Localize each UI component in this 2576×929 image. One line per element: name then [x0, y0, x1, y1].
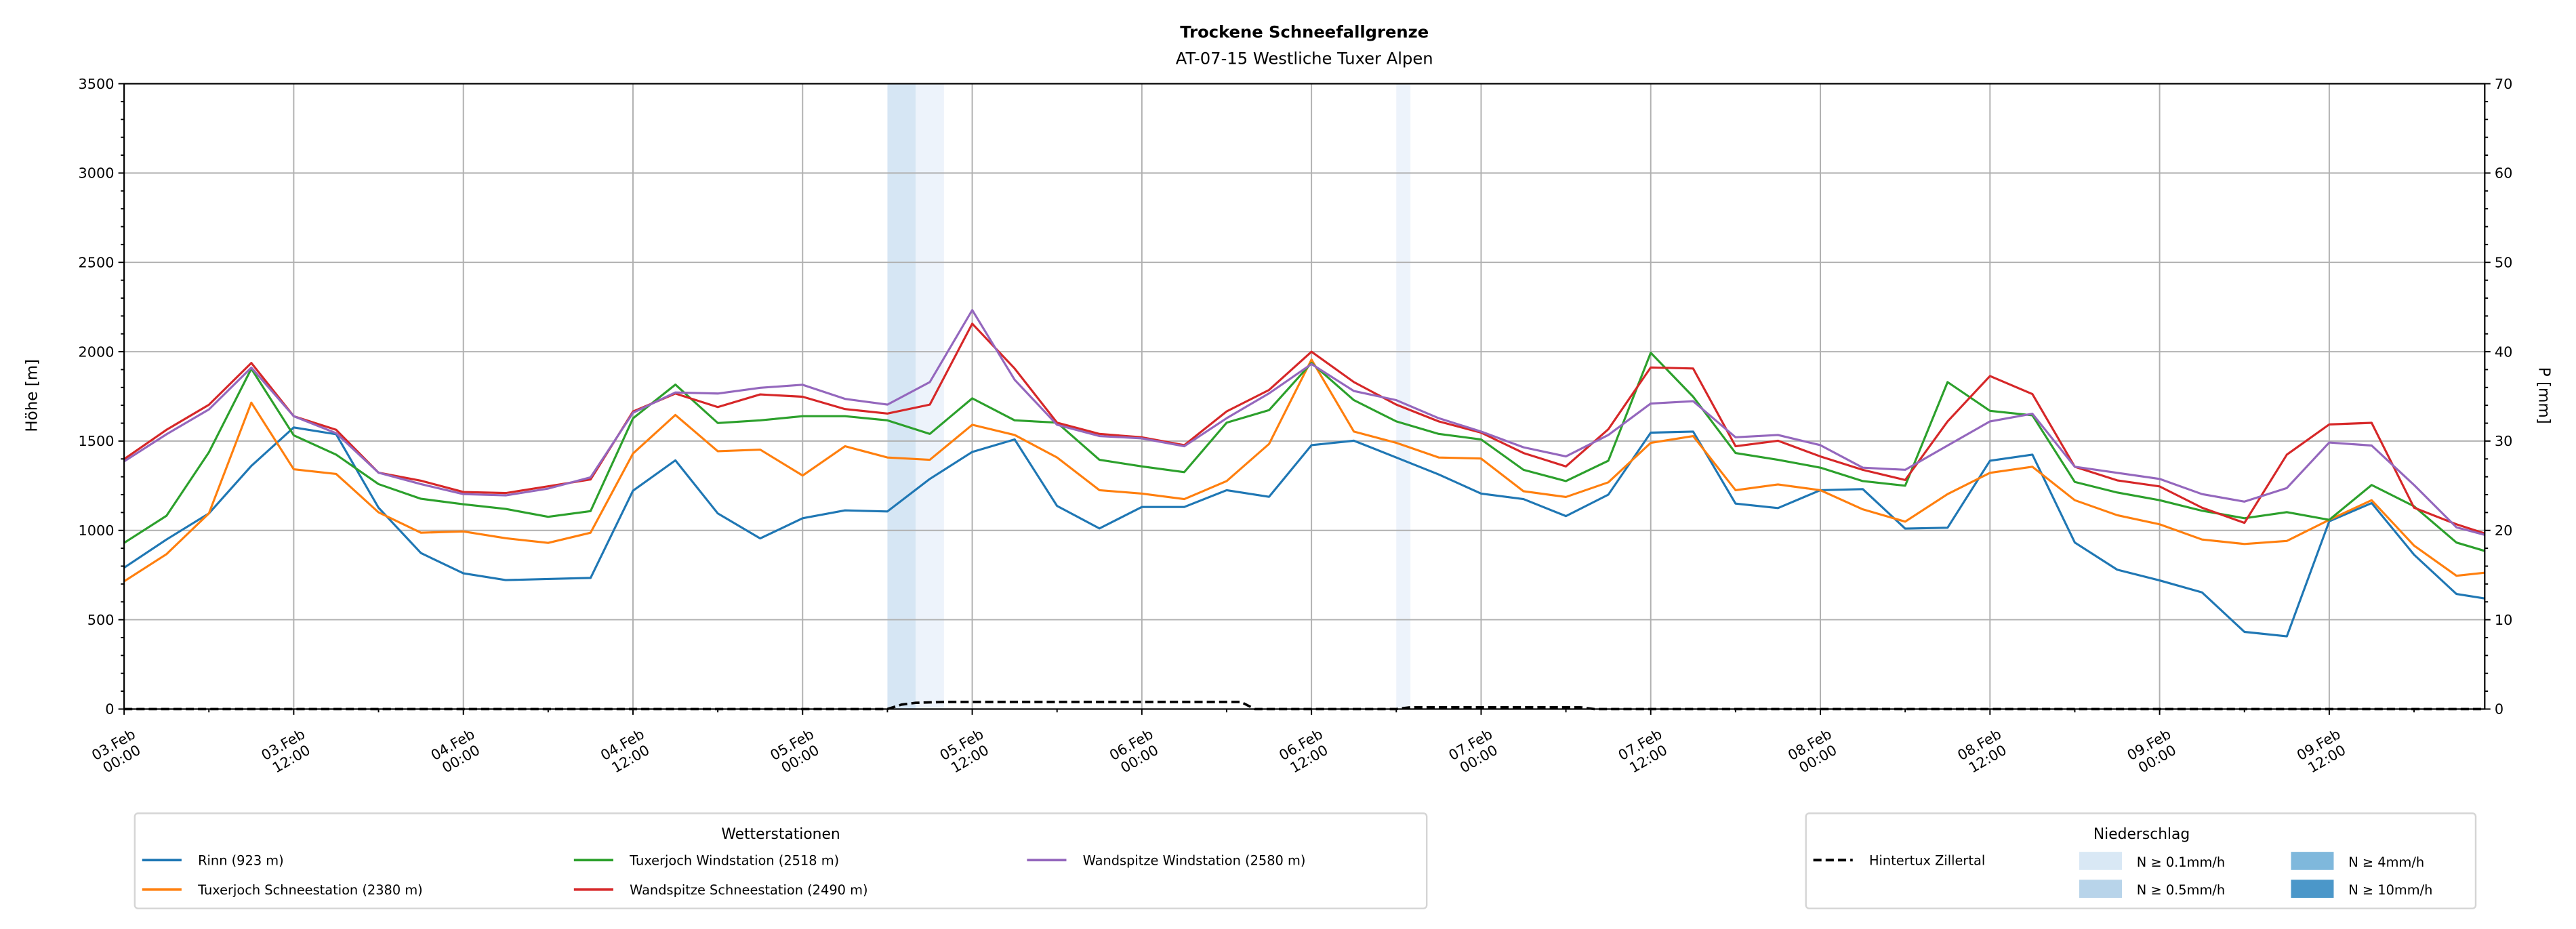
legend-stations-frame	[134, 812, 1428, 909]
y-right-tick-label: 50	[2495, 254, 2513, 270]
y-tick-label: 2000	[79, 344, 115, 360]
precip-series-line	[124, 701, 2485, 711]
series-line-3	[123, 323, 2485, 535]
series-line-1	[123, 358, 2485, 583]
legend-precip-level-label: N ≥ 0.1mm/h	[2137, 854, 2225, 870]
y-right-tick-label: 10	[2495, 612, 2513, 628]
legend-stations-title: Wetterstationen	[721, 826, 840, 843]
y-right-tick-label: 40	[2495, 344, 2513, 360]
y-tick-label: 500	[87, 612, 115, 628]
legend-precip-level-label: N ≥ 10mm/h	[2348, 882, 2432, 898]
legend-precip-line-label: Hintertux Zillertal	[1869, 853, 1985, 869]
legend-precip-levels: N ≥ 0.1mm/h N ≥ 0.5mm/h N ≥ 4mm/h N ≥ 10mm/…	[2079, 852, 2432, 898]
y-tick-label: 1000	[79, 522, 115, 539]
series-line-2	[123, 352, 2485, 552]
y-axis-label: Höhe [m]	[24, 359, 41, 432]
legend-precip-level-label: N ≥ 4mm/h	[2348, 854, 2424, 870]
precip-band	[1396, 83, 1411, 709]
legend-swatch-icon	[2079, 880, 2123, 898]
grid	[124, 83, 2485, 709]
y-tick-label: 3500	[79, 76, 115, 92]
station-lines	[123, 309, 2485, 638]
y-tick-label: 2500	[79, 254, 115, 270]
legend-station-label: Wandspitze Windstation (2580 m)	[1083, 853, 1306, 869]
chart-title: Trockene Schneefallgrenze	[1180, 23, 1429, 42]
legend-precip-title: Niederschlag	[2093, 826, 2190, 843]
y-right-tick-label: 70	[2495, 76, 2513, 92]
y-right-tick-label: 20	[2495, 522, 2513, 539]
legend-station-label: Wandspitze Schneestation (2490 m)	[630, 882, 867, 898]
series-line-0	[123, 426, 2485, 638]
legend-station-label: Tuxerjoch Schneestation (2380 m)	[197, 882, 423, 898]
legend-precip-level-label: N ≥ 0.5mm/h	[2137, 882, 2225, 898]
legend-precipitation: Niederschlag Hintertux Zillertal N ≥ 0.1…	[1805, 812, 2477, 909]
y-tick-label: 0	[105, 701, 114, 718]
series-line-4	[123, 309, 2485, 536]
precipitation-bands	[887, 83, 1411, 709]
y-tick-label: 3000	[79, 165, 115, 182]
precip-band	[916, 83, 944, 709]
legend-station-label: Tuxerjoch Windstation (2518 m)	[629, 853, 839, 869]
legend-swatch-icon	[2079, 852, 2123, 870]
legend-station-label: Rinn (923 m)	[198, 853, 284, 869]
legend-stations: Wetterstationen Rinn (923 m) Tuxerjoch Sc…	[134, 812, 1428, 909]
y-axis-right-label: P [mm]	[2535, 367, 2552, 424]
y-right-tick-label: 0	[2495, 701, 2503, 718]
y-right-tick-label: 30	[2495, 433, 2513, 449]
legend-swatch-icon	[2291, 880, 2334, 898]
y-tick-label: 1500	[79, 433, 115, 449]
legend-stations-items: Rinn (923 m) Tuxerjoch Schneestation (238…	[142, 853, 1306, 898]
y-right-tick-label: 60	[2495, 165, 2513, 182]
legend-swatch-icon	[2291, 852, 2334, 870]
plot-frame	[123, 83, 2486, 710]
chart-subtitle: AT-07-15 Westliche Tuxer Alpen	[1176, 49, 1433, 68]
precipitation-line	[124, 701, 2485, 711]
